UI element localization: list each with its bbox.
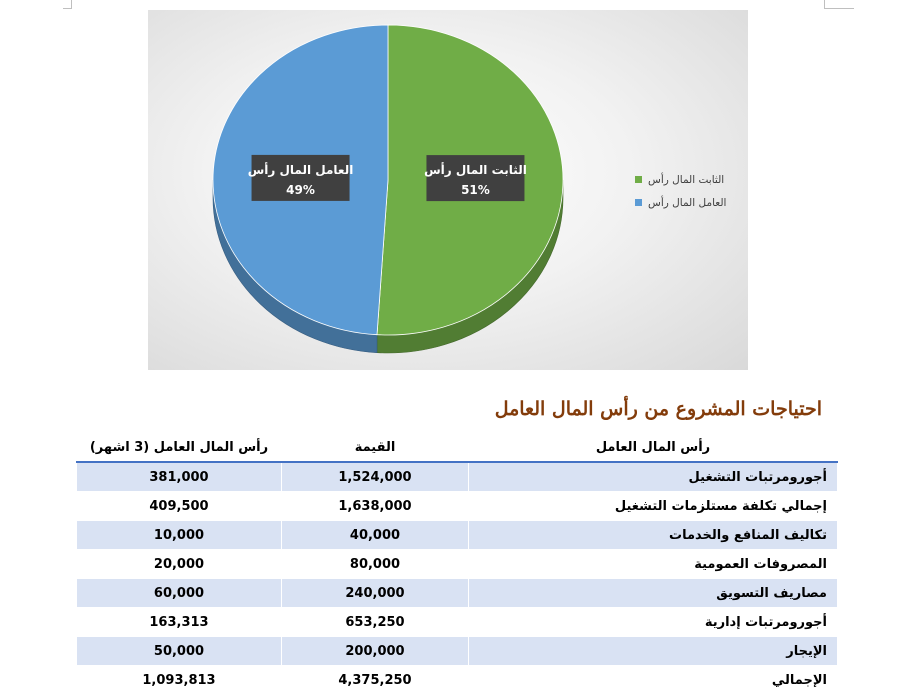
- legend-label-fixed: الثابت المال رأس: [648, 173, 725, 186]
- legend-label-working: العامل المال رأس: [648, 196, 727, 209]
- data-label-percent-1: 49%: [286, 183, 315, 197]
- row-name: الإجمالي: [468, 665, 838, 695]
- row-value: 1,638,000: [281, 491, 469, 521]
- row-value: 4,375,250: [281, 665, 469, 695]
- row-name: الإيجار: [468, 636, 838, 666]
- header-working-capital: رأس المال العامل: [468, 433, 838, 463]
- table-row: أجورومرتبات إدارية 653,250 163,313: [76, 607, 838, 637]
- table-row: الإيجار 200,000 50,000: [76, 636, 838, 666]
- crop-mark-right-v: [824, 0, 825, 8]
- legend-item-working-capital: العامل المال رأس: [635, 191, 739, 214]
- row-value: 200,000: [281, 636, 469, 666]
- table-row: أجورومرتبات التشغيل 1,524,000 381,000: [76, 461, 838, 492]
- row-name: أجورومرتبات التشغيل: [468, 461, 838, 492]
- row-name: المصروفات العمومية: [468, 549, 838, 579]
- row-name: مصاريف التسويق: [468, 578, 838, 608]
- header-value: القيمة: [281, 433, 469, 463]
- crop-mark-left-v: [71, 0, 72, 8]
- legend-swatch-fixed: [635, 176, 642, 183]
- row-name: أجورومرتبات إدارية: [468, 607, 838, 637]
- legend-item-fixed-capital: الثابت المال رأس: [635, 168, 739, 191]
- pie-chart-svg: الثابت المال رأس 51% العامل المال رأس 49%: [212, 24, 564, 354]
- pie-chart: الثابت المال رأس 51% العامل المال رأس 49% ا…: [148, 10, 748, 370]
- row-three-months: 60,000: [76, 578, 282, 608]
- legend-swatch-working: [635, 199, 642, 206]
- data-label-box-0: [426, 155, 525, 202]
- row-three-months: 50,000: [76, 636, 282, 666]
- row-value: 1,524,000: [281, 461, 469, 492]
- table-row: إجمالي تكلفة مستلزمات التشغيل 1,638,000 40…: [76, 491, 838, 521]
- crop-mark-left-h: [63, 8, 72, 9]
- working-capital-table: رأس المال العامل القيمة رأس المال العامل…: [76, 433, 838, 695]
- row-value: 240,000: [281, 578, 469, 608]
- data-label-box-1: [251, 154, 350, 201]
- row-value: 80,000: [281, 549, 469, 579]
- table-header-row: رأس المال العامل القيمة رأس المال العامل…: [76, 433, 838, 463]
- table-row: المصروفات العمومية 80,000 20,000: [76, 549, 838, 579]
- row-three-months: 163,313: [76, 607, 282, 637]
- data-label-0: الثابت المال رأس 51%: [424, 155, 527, 202]
- table-row: تكاليف المنافع والخدمات 40,000 10,000: [76, 520, 838, 550]
- row-value: 653,250: [281, 607, 469, 637]
- data-label-1: العامل المال رأس 49%: [248, 154, 354, 201]
- row-three-months: 1,093,813: [76, 665, 282, 695]
- row-three-months: 10,000: [76, 520, 282, 550]
- row-three-months: 409,500: [76, 491, 282, 521]
- data-label-name-1: العامل المال رأس: [248, 162, 354, 177]
- data-label-name-0: الثابت المال رأس: [424, 162, 527, 177]
- data-label-percent-0: 51%: [461, 183, 490, 197]
- header-three-months: رأس المال العامل (3 اشهر): [76, 433, 282, 463]
- row-three-months: 381,000: [76, 461, 282, 492]
- crop-mark-right-h: [824, 8, 854, 9]
- row-name: إجمالي تكلفة مستلزمات التشغيل: [468, 491, 838, 521]
- row-name: تكاليف المنافع والخدمات: [468, 520, 838, 550]
- table-row: الإجمالي 4,375,250 1,093,813: [76, 665, 838, 695]
- table-row: مصاريف التسويق 240,000 60,000: [76, 578, 838, 608]
- table-title: احتياجات المشروع من رأس المال العامل: [494, 398, 822, 420]
- row-value: 40,000: [281, 520, 469, 550]
- row-three-months: 20,000: [76, 549, 282, 579]
- chart-legend: الثابت المال رأس العامل المال رأس: [635, 168, 739, 214]
